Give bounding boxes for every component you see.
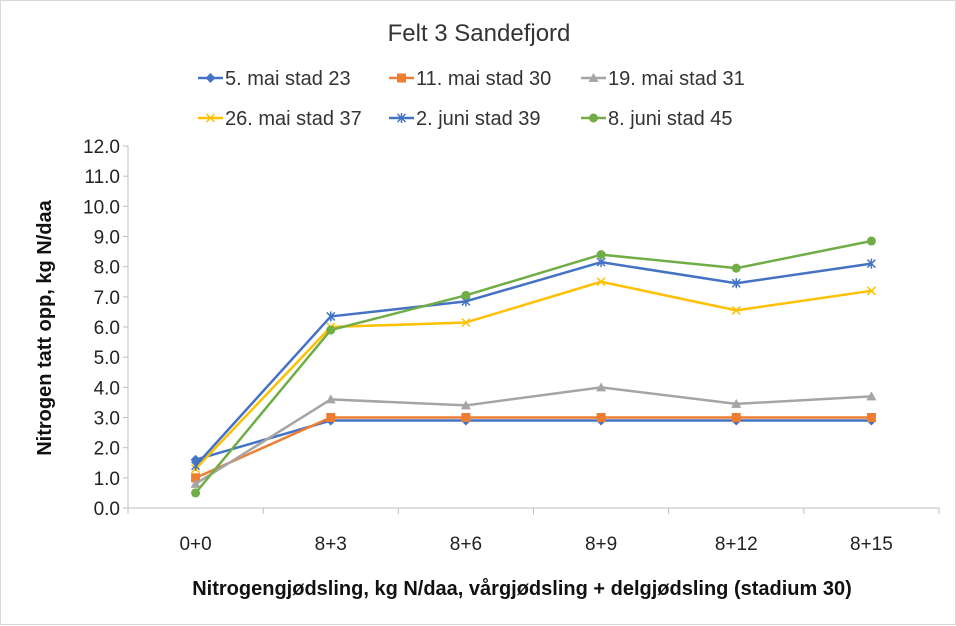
series-line-5 (194, 260, 872, 467)
legend-item: 5. mai stad 23 (198, 68, 351, 90)
data-point-series-6 (731, 263, 741, 273)
y-tick-label: 6.0 (94, 318, 120, 339)
data-point-series-3 (460, 400, 471, 410)
legend-item: 26. mai stad 37 (198, 108, 362, 130)
legend-label: 26. mai stad 37 (225, 108, 362, 130)
data-point-series-2 (596, 413, 606, 422)
legend-marker (397, 73, 406, 83)
x-tick-label: 8+9 (585, 534, 617, 555)
legend: 5. mai stad 23 11. mai stad 30 19. mai sta… (198, 68, 745, 130)
chart-title: Felt 3 Sandefjord (388, 20, 571, 47)
data-point-series-2 (326, 413, 336, 422)
legend-label: 2. juni stad 39 (416, 108, 541, 130)
data-point-series-5 (326, 311, 336, 322)
data-point-series-3 (596, 382, 607, 392)
data-point-series-6 (191, 488, 201, 498)
legend-item: 2. juni stad 39 (389, 108, 541, 130)
x-tick-label: 8+12 (715, 534, 758, 555)
y-tick-label: 7.0 (94, 288, 120, 309)
legend-marker (205, 73, 216, 83)
y-tick-label: 1.0 (94, 469, 120, 490)
y-tick-label: 10.0 (83, 197, 120, 218)
y-tick-label: 5.0 (94, 348, 120, 369)
x-tick-label: 0+0 (179, 534, 211, 555)
data-point-series-3 (190, 478, 201, 488)
data-point-series-4 (461, 317, 471, 328)
y-tick-label: 9.0 (94, 228, 120, 249)
y-tick-label: 0.0 (94, 499, 120, 520)
x-tick-label: 8+6 (450, 534, 482, 555)
data-point-series-2 (191, 473, 201, 483)
x-tick-label: 8+15 (850, 534, 893, 555)
data-point-series-5 (866, 258, 876, 269)
legend-item: 8. juni stad 45 (581, 108, 733, 130)
x-axis-title: Nitrogengjødsling, kg N/daa, vårgjødslin… (192, 577, 852, 600)
y-tick-label: 12.0 (83, 137, 120, 158)
data-point-series-4 (866, 286, 876, 296)
data-point-series-5 (191, 460, 201, 471)
data-point-series-4 (596, 277, 606, 287)
x-tick-label: 8+3 (315, 534, 347, 555)
legend-label: 19. mai stad 31 (608, 68, 745, 90)
legend-item: 11. mai stad 30 (389, 68, 551, 90)
legend-label: 5. mai stad 23 (225, 68, 351, 90)
series-line-2 (195, 416, 872, 479)
legend-marker (396, 113, 407, 123)
data-point-series-3 (866, 391, 877, 401)
axes: 0.0 1.0 2.0 3.0 4.0 5.0 6.0 7.0 8.0 9.0 10.0 11.0 12… (83, 137, 940, 555)
y-tick-label: 3.0 (94, 409, 120, 430)
y-tick-label: 2.0 (94, 439, 120, 460)
data-point-series-6 (866, 236, 876, 246)
data-point-series-5 (731, 278, 741, 289)
data-point-series-2 (461, 413, 471, 422)
data-point-series-4 (731, 305, 741, 315)
series-line-6 (194, 239, 872, 494)
legend-label: 11. mai stad 30 (416, 68, 551, 90)
series-line-1 (195, 419, 872, 461)
data-point-series-3 (731, 398, 742, 408)
series-line-4 (194, 280, 872, 470)
plot-area (190, 236, 877, 498)
legend-marker (589, 113, 598, 123)
legend-item: 19. mai stad 31 (581, 68, 745, 90)
series-line-3 (194, 386, 872, 485)
y-tick-label: 4.0 (94, 378, 120, 399)
data-point-series-6 (326, 325, 336, 335)
data-point-series-6 (596, 250, 606, 260)
data-point-series-6 (461, 290, 471, 300)
y-tick-label: 8.0 (94, 258, 120, 279)
data-point-series-2 (866, 413, 876, 422)
y-tick-label: 11.0 (84, 167, 120, 188)
y-axis-title: Nitrogen tatt opp, kg N/daa (34, 199, 56, 455)
legend-marker (205, 113, 216, 123)
data-point-series-2 (731, 413, 741, 422)
legend-label: 8. juni stad 45 (608, 108, 733, 130)
data-point-series-3 (325, 394, 336, 404)
legend-marker (588, 73, 599, 82)
